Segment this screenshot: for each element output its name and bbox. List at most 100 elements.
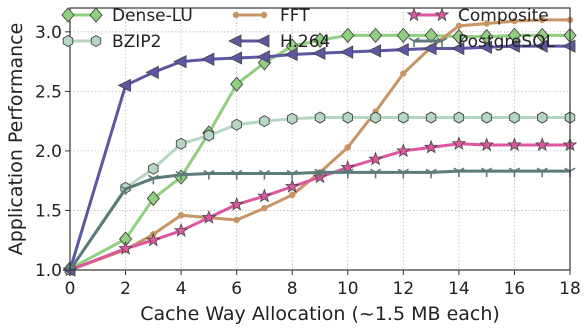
legend-label: FFT [280, 6, 310, 26]
data-point-composite [284, 178, 300, 193]
data-point-composite [201, 209, 217, 224]
legend-marker [62, 34, 74, 48]
data-point-bzip2 [314, 111, 326, 124]
data-point-dense-lu [452, 28, 466, 45]
legend-marker [436, 37, 448, 47]
data-point-postgresql [119, 185, 132, 196]
data-point-postgresql [536, 167, 548, 178]
data-point-composite [257, 188, 272, 203]
data-point-composite [396, 143, 411, 158]
legend-marker [406, 7, 422, 22]
data-point-bzip2 [370, 111, 381, 124]
data-point-bzip2 [231, 118, 242, 131]
data-point-fft [455, 22, 463, 30]
legend-marker [256, 34, 270, 48]
data-point-composite [229, 196, 244, 211]
data-point-postgresql [481, 167, 493, 178]
data-point-postgresql [369, 168, 382, 179]
data-point-h-264 [395, 43, 409, 57]
data-point-h-264 [173, 54, 187, 69]
data-point-postgresql [425, 168, 437, 179]
data-point-h-264 [562, 39, 576, 53]
x-tick-label: 16 [504, 279, 526, 299]
legend-marker [61, 7, 75, 23]
data-point-postgresql [508, 167, 521, 178]
data-point-fft [344, 144, 352, 151]
data-point-fft [288, 191, 296, 199]
y-axis-label: Application Performance [5, 23, 27, 256]
data-point-fft [400, 70, 407, 77]
data-point-bzip2 [537, 111, 548, 124]
legend-item-bzip2: BZIP2 [62, 32, 161, 52]
legend-item-postgresql: PostgreSQL [408, 32, 556, 52]
data-point-fft [177, 211, 185, 219]
data-point-dense-lu [341, 27, 355, 44]
data-point-bzip2 [203, 129, 215, 142]
legend-marker [434, 7, 450, 22]
data-point-composite [451, 136, 467, 150]
data-point-dense-lu [313, 32, 327, 48]
data-point-composite [368, 151, 383, 166]
legend-label: H.264 [280, 32, 330, 52]
data-point-fft [261, 204, 268, 212]
legend-label: PostgreSQL [458, 32, 556, 52]
data-point-postgresql [203, 169, 215, 180]
x-tick-label: 12 [393, 279, 415, 299]
x-tick-label: 4 [176, 279, 187, 299]
data-point-postgresql [286, 169, 298, 180]
x-tick-label: 0 [65, 279, 76, 299]
data-point-bzip2 [342, 111, 353, 124]
legend-marker [408, 37, 420, 47]
data-point-h-264 [145, 65, 159, 79]
data-point-bzip2 [453, 111, 465, 124]
data-point-dense-lu [146, 190, 160, 207]
legend-marker [90, 34, 102, 48]
data-point-bzip2 [175, 137, 187, 150]
data-point-dense-lu [396, 27, 410, 44]
data-point-bzip2 [425, 111, 437, 124]
data-point-fft [483, 20, 490, 27]
data-point-fft [511, 17, 518, 25]
x-tick-label: 8 [287, 279, 298, 299]
data-point-postgresql [258, 169, 271, 180]
x-tick-labels: 0 2 4 6 8 10 12 14 16 18 [65, 279, 581, 299]
data-point-composite [534, 137, 550, 152]
data-point-h-264 [256, 50, 270, 64]
data-point-bzip2 [287, 112, 298, 125]
legend-item-composite: Composite [406, 6, 549, 26]
y-tick-label: 1.5 [35, 201, 62, 221]
x-tick-label: 14 [448, 279, 470, 299]
data-point-postgresql [314, 168, 326, 179]
legend-item-fft: FFT [232, 6, 310, 26]
series-line-postgresql [68, 169, 570, 271]
data-point-bzip2 [481, 111, 492, 124]
data-point-h-264 [312, 46, 326, 60]
x-tick-label: 18 [559, 279, 581, 299]
data-point-postgresql [342, 168, 354, 179]
data-point-dense-lu [230, 76, 244, 92]
data-point-h-264 [339, 45, 354, 59]
data-point-composite [118, 240, 133, 255]
legend-marker [232, 11, 240, 19]
data-point-composite [423, 139, 439, 154]
legend-label: BZIP2 [112, 32, 161, 52]
data-point-h-264 [367, 44, 381, 58]
y-tick-label: 2.0 [35, 142, 62, 162]
data-point-postgresql [453, 167, 465, 178]
data-point-composite [507, 137, 522, 152]
data-point-h-264 [478, 40, 493, 54]
data-point-composite [173, 223, 189, 237]
data-point-bzip2 [148, 162, 159, 175]
data-point-h-264 [284, 47, 298, 62]
data-point-postgresql [397, 168, 409, 179]
y-tick-labels: 1.0 1.5 2.0 2.5 3.0 [35, 23, 62, 281]
legend: Dense-LU FFT Composite BZIP2 H.264 PostgreSQL [61, 6, 556, 52]
data-point-fft [538, 16, 546, 24]
data-point-h-264 [423, 41, 437, 56]
data-point-bzip2 [398, 111, 409, 124]
data-point-postgresql [175, 171, 187, 181]
data-point-h-264 [117, 78, 131, 93]
legend-item-h-264: H.264 [228, 32, 330, 52]
legend-marker [89, 7, 103, 23]
x-axis-label: Cache Way Allocation (~1.5 MB each) [140, 303, 500, 325]
